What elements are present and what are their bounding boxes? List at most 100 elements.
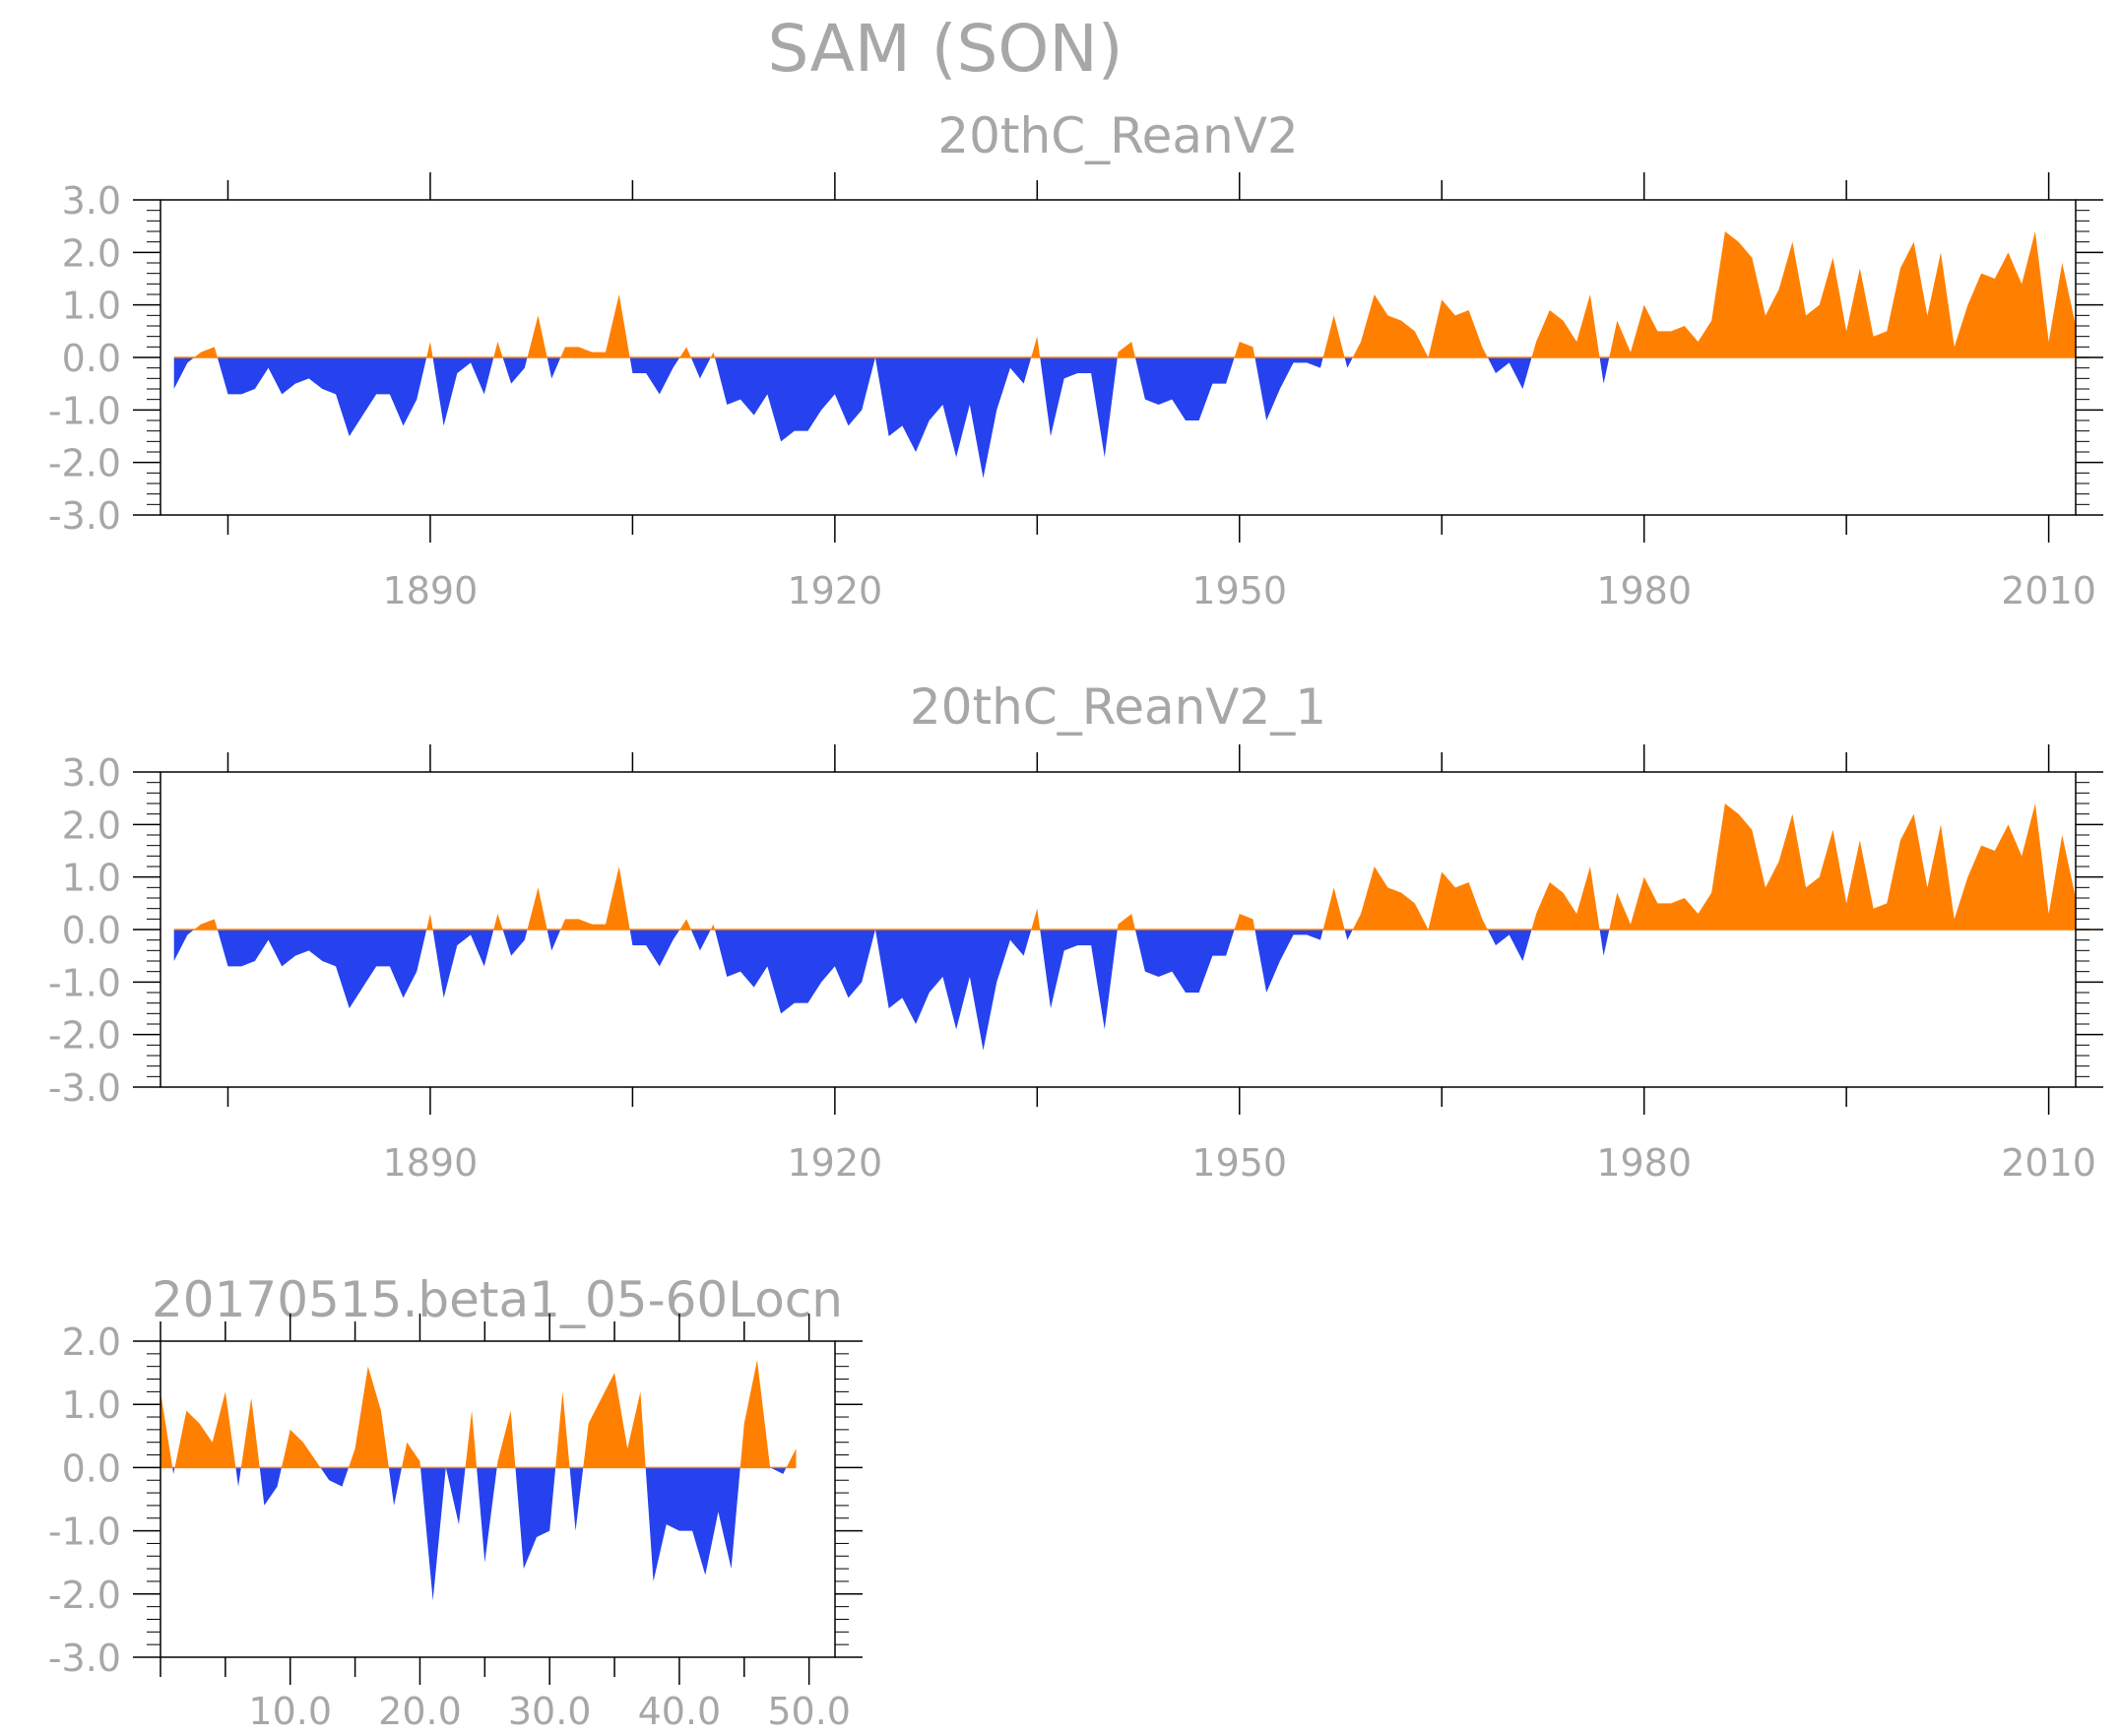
positive-area xyxy=(1117,342,1135,357)
y-tick-label: -3.0 xyxy=(48,1066,121,1110)
positive-area xyxy=(527,315,547,357)
negative-area xyxy=(1344,930,1353,940)
negative-area xyxy=(629,357,680,395)
panel-title: 20thC_ReanV2_1 xyxy=(910,678,1326,736)
positive-area xyxy=(496,1410,516,1468)
negative-area xyxy=(1134,930,1235,993)
page-title: SAM (SON) xyxy=(768,11,1124,87)
panel-beta1-ocean: 20170515.beta1_05-60Locn -3.0 -2.0 -1.0 0.0 1… xyxy=(48,1271,863,1733)
negative-area xyxy=(1487,930,1532,961)
x-tick-label: 2010 xyxy=(2001,569,2096,612)
negative-area xyxy=(1254,357,1323,420)
positive-area xyxy=(1234,914,1255,930)
positive-area xyxy=(194,347,218,357)
positive-area xyxy=(1322,887,1345,930)
y-tick-label: 0.0 xyxy=(62,909,121,952)
positive-area xyxy=(739,1360,771,1468)
y-tick-label: 3.0 xyxy=(62,179,121,223)
negative-area xyxy=(569,1467,584,1531)
y-tick-label: 0.0 xyxy=(62,337,121,380)
negative-area xyxy=(432,357,494,426)
negative-area xyxy=(259,1467,282,1506)
negative-area xyxy=(432,930,494,998)
positive-area xyxy=(1609,804,2076,930)
y-tick-label: -3.0 xyxy=(48,1637,121,1680)
y-tick-label: -2.0 xyxy=(48,442,121,485)
x-tick-label: 1890 xyxy=(383,1141,479,1185)
positive-area xyxy=(679,347,691,357)
positive-area xyxy=(1352,867,1488,930)
negative-area xyxy=(690,357,711,379)
negative-area xyxy=(502,357,528,384)
y-tick-label: 1.0 xyxy=(62,857,121,900)
positive-area xyxy=(426,914,433,930)
positive-area xyxy=(555,1391,570,1468)
negative-area xyxy=(1487,357,1532,389)
panel-20thc-reanv2: 20thC_ReanV2 -3.0 -2.0 -1.0 0.0 1.0 2.0 3.0 1890… xyxy=(48,107,2103,612)
positive-area xyxy=(174,1391,236,1468)
positive-area xyxy=(281,1429,321,1468)
negative-area xyxy=(546,930,561,951)
positive-area xyxy=(1609,231,2076,357)
x-tick-label: 40.0 xyxy=(638,1690,722,1733)
negative-area xyxy=(477,1467,497,1563)
y-tick-label: -3.0 xyxy=(48,494,121,538)
x-tick-label: 1980 xyxy=(1596,1141,1692,1185)
positive-area xyxy=(1531,867,1600,930)
y-tick-label: 1.0 xyxy=(62,1383,121,1427)
negative-area xyxy=(235,1467,241,1487)
positive-area xyxy=(493,342,503,357)
x-tick-label: 1950 xyxy=(1191,569,1287,612)
positive-area xyxy=(349,1366,389,1468)
negative-area xyxy=(217,357,427,436)
negative-area xyxy=(770,1467,787,1474)
y-tick-label: -2.0 xyxy=(48,1014,121,1058)
negative-area xyxy=(874,357,1032,479)
positive-area xyxy=(1117,914,1135,930)
negative-area xyxy=(1599,357,1610,384)
positive-area xyxy=(194,919,218,930)
y-tick-label: -1.0 xyxy=(48,1511,121,1554)
y-tick-label: 2.0 xyxy=(62,804,121,847)
positive-area xyxy=(1031,336,1041,357)
x-tick-label: 1980 xyxy=(1596,569,1692,612)
y-tick-label: 3.0 xyxy=(62,751,121,795)
y-tick-label: -1.0 xyxy=(48,389,121,432)
x-tick-label: 20.0 xyxy=(378,1690,462,1733)
y-tick-label: -1.0 xyxy=(48,961,121,1004)
negative-area xyxy=(502,930,528,956)
negative-area xyxy=(1134,357,1235,420)
positive-area xyxy=(583,1373,646,1468)
negative-area xyxy=(173,930,195,961)
y-tick-label: 2.0 xyxy=(62,1320,121,1364)
negative-area xyxy=(874,930,1032,1051)
negative-area xyxy=(645,1467,740,1581)
positive-area xyxy=(1031,908,1041,930)
x-tick-label: 30.0 xyxy=(508,1690,592,1733)
x-tick-label: 1920 xyxy=(787,1141,882,1185)
positive-area xyxy=(426,342,433,357)
negative-area xyxy=(515,1467,556,1570)
y-tick-label: -2.0 xyxy=(48,1574,121,1617)
panel-20thc-reanv2-1: 20thC_ReanV2_1 -3.0 -2.0 -1.0 0.0 1.0 2.0 3.0 18… xyxy=(48,678,2103,1185)
positive-area xyxy=(402,1442,421,1468)
positive-area xyxy=(527,887,547,930)
positive-area xyxy=(1352,294,1488,357)
x-tick-label: 1920 xyxy=(787,569,882,612)
y-tick-label: 0.0 xyxy=(62,1447,121,1490)
x-tick-label: 50.0 xyxy=(767,1690,851,1733)
negative-area xyxy=(445,1467,466,1525)
negative-area xyxy=(690,930,711,951)
negative-area xyxy=(388,1467,403,1506)
negative-area xyxy=(1040,357,1118,458)
positive-area xyxy=(1322,315,1345,357)
plot-frame xyxy=(160,1340,836,1658)
panel-title: 20170515.beta1_05-60Locn xyxy=(152,1271,843,1328)
x-tick-label: 2010 xyxy=(2001,1141,2096,1185)
positive-area xyxy=(1234,342,1255,357)
positive-area xyxy=(710,924,715,930)
y-tick-label: 1.0 xyxy=(62,285,121,328)
positive-area xyxy=(560,867,630,930)
positive-area xyxy=(465,1410,478,1468)
